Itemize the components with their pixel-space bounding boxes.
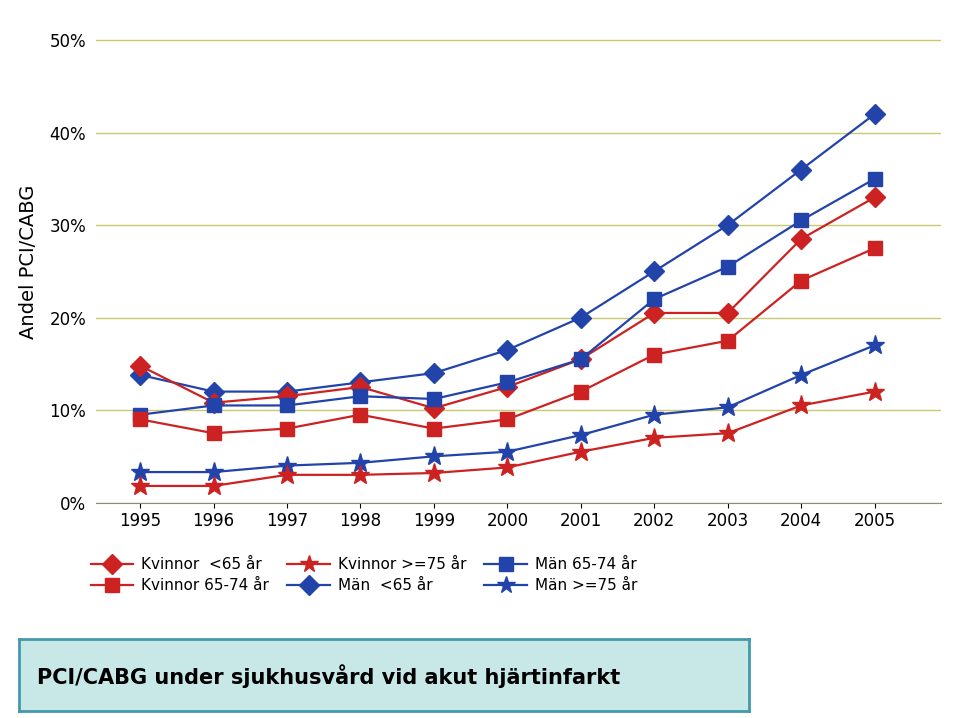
Y-axis label: Andel PCI/CABG: Andel PCI/CABG [19, 185, 38, 340]
Legend: Kvinnor  <65 år, Kvinnor 65-74 år, Kvinnor >=75 år, Män  <65 år, Män 65-74 år, M: Kvinnor <65 år, Kvinnor 65-74 år, Kvinno… [84, 551, 643, 599]
Text: PCI/CABG under sjukhusvård vid akut hjärtinfarkt: PCI/CABG under sjukhusvård vid akut hjär… [37, 664, 621, 689]
